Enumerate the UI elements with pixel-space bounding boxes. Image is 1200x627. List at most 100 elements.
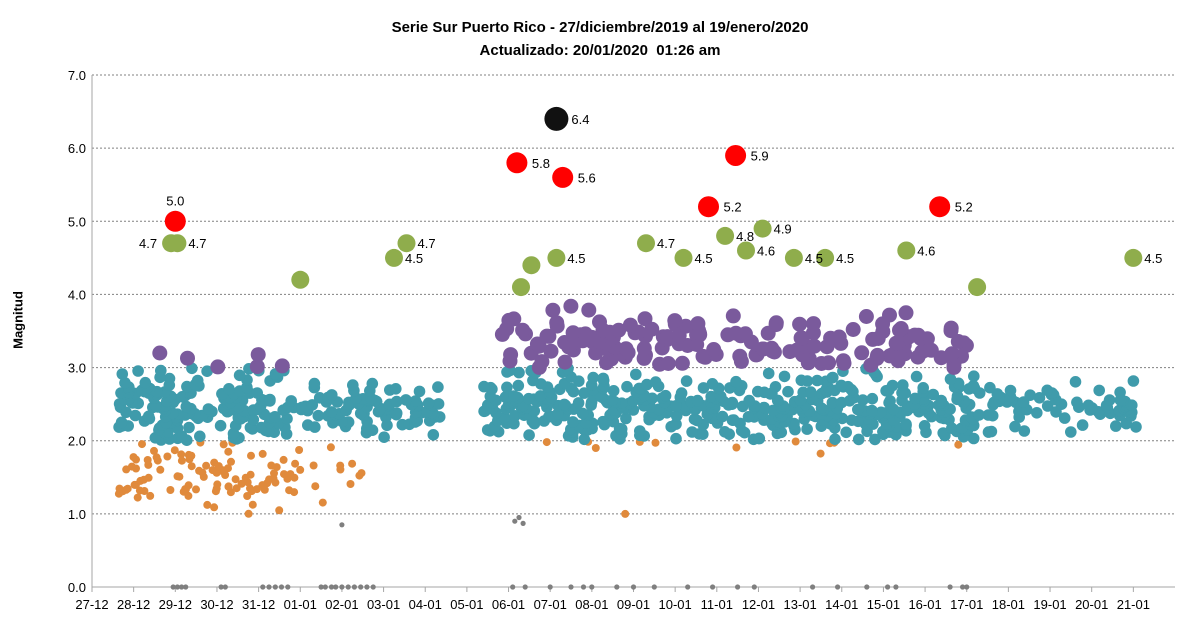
event-point <box>270 469 278 478</box>
x-tick-label: 21-01 <box>1117 597 1150 612</box>
event-point <box>775 426 788 439</box>
event-point <box>191 374 204 387</box>
event-point <box>272 584 278 590</box>
event-point <box>875 406 887 419</box>
event-point <box>184 450 193 459</box>
event-point <box>810 584 816 590</box>
event-point <box>184 481 193 490</box>
notable-event-point <box>544 106 569 131</box>
event-point <box>346 480 355 488</box>
x-tick-label: 05-01 <box>450 597 483 612</box>
event-point <box>116 368 129 380</box>
event-point <box>123 484 132 493</box>
event-point <box>516 514 522 521</box>
event-point <box>285 584 291 590</box>
event-point <box>322 584 328 590</box>
event-point <box>732 348 748 364</box>
event-point <box>580 584 587 590</box>
event-point <box>651 584 657 590</box>
event-point <box>510 584 516 590</box>
event-point <box>333 584 339 590</box>
event-point <box>129 453 138 462</box>
chart-subtitle: Actualizado: 20/01/2020 01:26 am <box>479 42 721 59</box>
event-point <box>515 322 531 338</box>
event-point <box>194 430 206 443</box>
event-point <box>348 459 357 468</box>
event-point <box>985 425 998 438</box>
event-point <box>286 470 295 479</box>
data-label: 4.5 <box>836 251 854 266</box>
x-tick-label: 02-01 <box>325 597 358 612</box>
event-point <box>636 340 652 356</box>
event-point <box>753 432 765 445</box>
event-point <box>572 397 585 409</box>
event-point <box>260 584 266 590</box>
event-point <box>805 386 817 398</box>
event-point <box>1076 419 1089 431</box>
notable-event-point <box>816 248 835 267</box>
event-point <box>156 465 165 474</box>
event-point <box>214 419 227 432</box>
y-tick-label: 3.0 <box>68 361 86 376</box>
event-point <box>716 410 729 423</box>
event-point <box>250 347 266 363</box>
event-point <box>686 426 698 438</box>
event-point <box>950 334 966 349</box>
event-point <box>210 503 219 512</box>
event-point <box>192 485 200 494</box>
event-point <box>285 486 294 495</box>
event-point <box>621 509 630 518</box>
event-point <box>670 400 682 412</box>
notable-event-point <box>1124 248 1143 267</box>
event-point <box>328 584 335 590</box>
event-point <box>620 412 632 425</box>
notable-event-point <box>397 234 416 253</box>
event-point <box>577 326 593 342</box>
event-point <box>758 401 770 414</box>
event-point <box>667 313 683 329</box>
event-point <box>568 584 574 590</box>
y-tick-label: 5.0 <box>68 214 86 229</box>
y-tick-label: 0.0 <box>68 580 86 595</box>
data-label: 4.6 <box>917 244 935 259</box>
event-point <box>223 383 235 395</box>
event-point <box>910 370 923 383</box>
event-point <box>1093 384 1105 397</box>
event-point <box>909 392 921 405</box>
event-point <box>163 452 172 461</box>
event-point <box>728 325 744 341</box>
event-point <box>390 395 403 408</box>
event-point <box>695 348 711 364</box>
x-tick-label: 29-12 <box>159 597 192 612</box>
y-tick-label: 6.0 <box>68 141 86 156</box>
event-point <box>133 493 142 502</box>
event-point <box>503 347 519 363</box>
x-tick-label: 30-12 <box>200 597 233 612</box>
event-point <box>313 392 326 404</box>
event-point <box>302 419 314 431</box>
x-tick-label: 07-01 <box>534 597 567 612</box>
event-point <box>152 345 168 361</box>
event-point <box>326 443 335 452</box>
event-point <box>513 366 525 379</box>
event-point <box>227 457 235 466</box>
event-point <box>857 394 869 406</box>
event-point <box>427 429 440 441</box>
notable-event-point <box>698 196 719 218</box>
event-point <box>728 414 740 426</box>
event-point <box>821 355 837 371</box>
event-point <box>852 433 865 446</box>
data-label: 4.5 <box>805 251 823 266</box>
event-point <box>967 380 980 392</box>
event-point <box>478 380 490 393</box>
event-point <box>364 584 370 590</box>
event-point <box>246 484 254 493</box>
event-point <box>675 387 688 399</box>
event-point <box>413 385 426 398</box>
event-point <box>558 398 571 411</box>
event-point <box>900 418 912 430</box>
event-point <box>115 416 128 429</box>
event-point <box>1127 375 1140 387</box>
chart-title-block: Serie Sur Puerto Rico - 27/diciembre/201… <box>0 16 1200 62</box>
